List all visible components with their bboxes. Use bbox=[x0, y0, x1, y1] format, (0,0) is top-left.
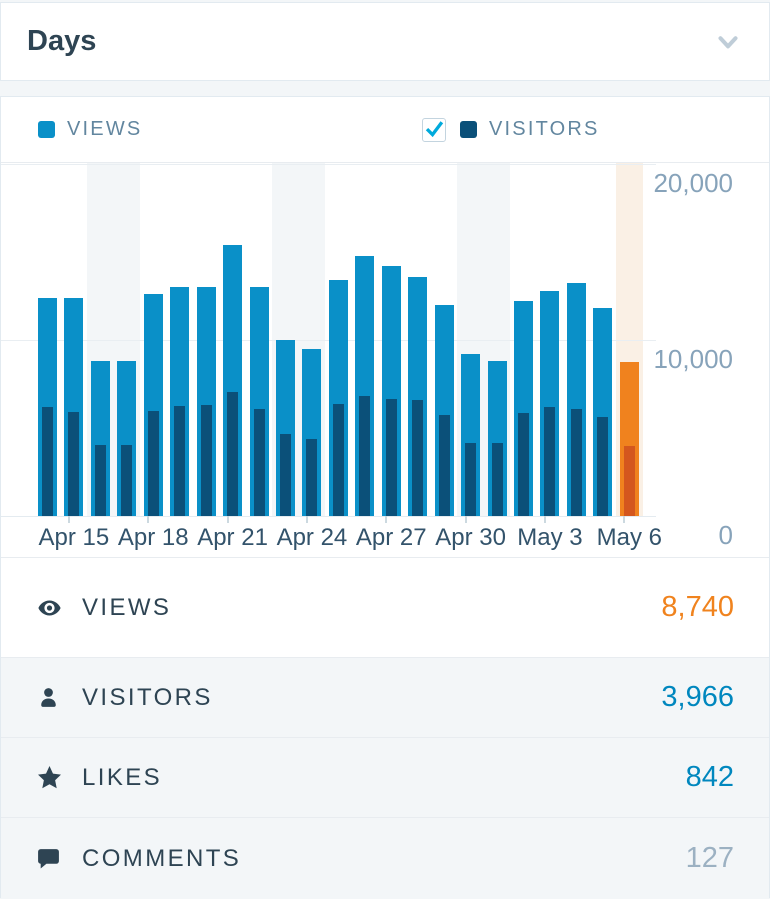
visitors-bar-apr-26[interactable] bbox=[359, 395, 371, 516]
stat-label-views: VIEWS bbox=[82, 593, 172, 621]
stat-tab-visitors[interactable]: VISITORS 3,966 bbox=[1, 657, 769, 737]
legend-views-label: VIEWS bbox=[67, 118, 143, 140]
visitors-bar-apr-17[interactable] bbox=[121, 445, 133, 516]
x-axis-label: Apr 21 bbox=[197, 524, 268, 551]
stat-value-views: 8,740 bbox=[661, 591, 734, 623]
visitors-bar-apr-15[interactable] bbox=[68, 412, 80, 516]
visitors-bar-apr-20[interactable] bbox=[200, 404, 212, 516]
x-tick-mark bbox=[385, 516, 388, 523]
x-tick-mark bbox=[543, 516, 546, 523]
stat-value-likes: 842 bbox=[685, 761, 734, 793]
x-axis-label: Apr 27 bbox=[355, 524, 427, 551]
x-tick-mark bbox=[147, 516, 150, 523]
visitors-bar-apr-25[interactable] bbox=[332, 404, 344, 516]
x-tick-mark bbox=[464, 516, 467, 523]
y-axis-label: 0 bbox=[718, 520, 733, 550]
chevron-down-icon[interactable] bbox=[713, 27, 743, 57]
visitors-swatch bbox=[460, 121, 477, 138]
visitors-bar-apr-14[interactable] bbox=[41, 406, 53, 516]
period-header-card: Days bbox=[0, 2, 770, 81]
visitors-bar-apr-29[interactable] bbox=[438, 414, 450, 516]
checkmark-icon bbox=[425, 121, 443, 138]
views-swatch bbox=[38, 121, 55, 138]
stat-label-visitors: VISITORS bbox=[82, 683, 213, 711]
visitors-bar-apr-23[interactable] bbox=[279, 434, 291, 516]
x-tick-mark bbox=[67, 516, 70, 523]
chart-legend: VIEWS VISITORS bbox=[1, 97, 769, 163]
stat-value-comments: 127 bbox=[685, 842, 734, 874]
visitors-bar-apr-30[interactable] bbox=[465, 442, 477, 516]
y-axis-label: 10,000 bbox=[653, 344, 733, 374]
visitors-bar-apr-27[interactable] bbox=[385, 398, 397, 516]
x-axis-label: Apr 24 bbox=[276, 524, 348, 551]
stat-tabs: VIEWS 8,740 VISITORS 3,966 LIKES 842 COMMENTS 1… bbox=[1, 557, 769, 899]
visitors-bar-apr-18[interactable] bbox=[147, 410, 159, 516]
visitors-bar-may-4[interactable] bbox=[570, 409, 582, 516]
visitors-bar-apr-19[interactable] bbox=[174, 406, 186, 516]
period-title: Days bbox=[27, 25, 97, 57]
visitors-bar-may-2[interactable] bbox=[518, 413, 530, 516]
y-gridline bbox=[1, 340, 656, 341]
stat-tab-views[interactable]: VIEWS 8,740 bbox=[1, 557, 769, 657]
legend-item-visitors: VISITORS bbox=[422, 97, 600, 162]
star-icon bbox=[36, 764, 63, 791]
stat-label-comments: COMMENTS bbox=[82, 844, 242, 872]
x-axis-baseline bbox=[1, 516, 656, 517]
visitors-bar-apr-22[interactable] bbox=[253, 408, 265, 516]
x-axis-label: May 6 bbox=[596, 524, 662, 551]
stat-value-visitors: 3,966 bbox=[661, 681, 734, 713]
legend-visitors-label: VISITORS bbox=[489, 118, 600, 140]
comment-icon bbox=[36, 845, 63, 872]
eye-icon bbox=[36, 594, 63, 621]
stats-module-card: VIEWS VISITORS 0 10,000 20,000 Apr 15 Apr 18… bbox=[0, 96, 770, 899]
x-tick-mark bbox=[305, 516, 308, 523]
visitors-bar-apr-24[interactable] bbox=[306, 439, 318, 516]
person-icon bbox=[36, 684, 63, 711]
x-axis-label: Apr 30 bbox=[435, 524, 506, 551]
visitors-bar-may-1[interactable] bbox=[491, 442, 503, 516]
visitors-bar-may-5[interactable] bbox=[597, 416, 609, 516]
x-axis-label: Apr 15 bbox=[38, 524, 110, 551]
visitors-bar-apr-21[interactable] bbox=[227, 392, 239, 516]
stat-label-likes: LIKES bbox=[82, 763, 163, 791]
visitors-bar-may-6[interactable] bbox=[623, 446, 635, 516]
x-axis-label: Apr 18 bbox=[117, 524, 189, 551]
y-axis-label: 20,000 bbox=[653, 168, 733, 198]
bar-chart: 0 10,000 20,000 Apr 15 Apr 18 Apr 21 Apr 24 Apr… bbox=[1, 162, 769, 557]
stat-tab-likes[interactable]: LIKES 842 bbox=[1, 737, 769, 817]
stat-tab-comments[interactable]: COMMENTS 127 bbox=[1, 817, 769, 899]
visitors-checkbox[interactable] bbox=[422, 117, 446, 142]
visitors-bar-apr-28[interactable] bbox=[412, 400, 424, 516]
x-tick-mark bbox=[226, 516, 229, 523]
visitors-bar-may-3[interactable] bbox=[544, 407, 556, 516]
x-axis-label: May 3 bbox=[517, 524, 583, 551]
legend-item-views: VIEWS bbox=[38, 97, 142, 162]
visitors-bar-apr-16[interactable] bbox=[94, 445, 106, 516]
x-tick-mark bbox=[623, 516, 626, 523]
y-gridline bbox=[1, 164, 656, 165]
